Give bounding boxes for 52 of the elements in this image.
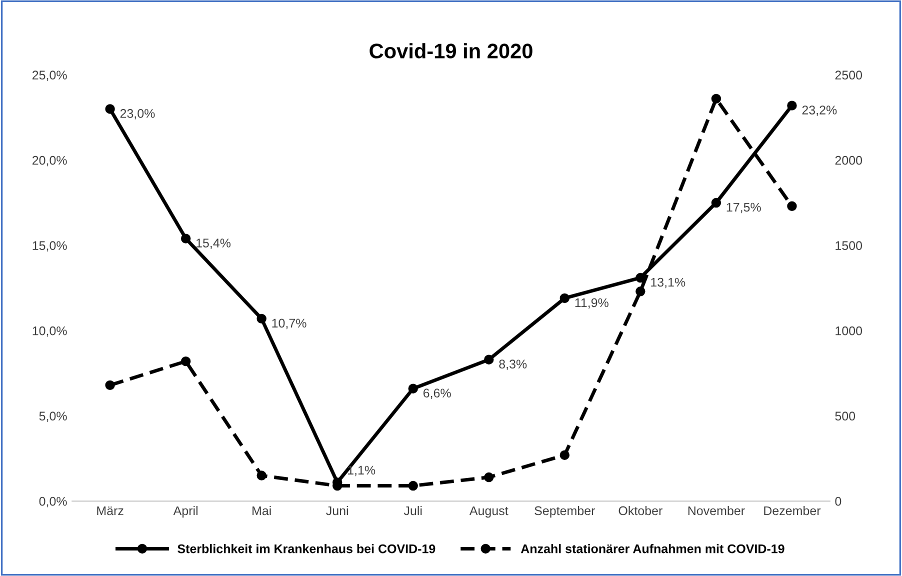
- point: [787, 100, 797, 110]
- x-tick-label: März: [97, 506, 124, 516]
- point: [256, 470, 266, 480]
- y-tick-label: 25,0%: [32, 70, 67, 82]
- point: [408, 480, 418, 491]
- point: [787, 201, 797, 212]
- legend-label: Sterblichkeit im Krankenhaus bei COVID-19: [178, 544, 436, 554]
- point: [484, 472, 494, 482]
- x-tick-label: Oktober: [618, 506, 662, 516]
- point: [711, 198, 722, 208]
- y-tick-label: 5,0%: [39, 412, 67, 422]
- x-tick-label: August: [469, 506, 508, 518]
- point: [560, 450, 570, 460]
- chart-title: Covid-19 in 2020: [370, 43, 532, 58]
- data-label: 15,4%: [196, 238, 231, 249]
- y2-tick-label: 1000: [836, 326, 862, 336]
- y-tick-label: 20,0%: [32, 156, 67, 166]
- data-label: 6,6%: [423, 388, 451, 399]
- point: [256, 314, 266, 324]
- point: [408, 384, 418, 394]
- x-tick-label: Juni: [326, 506, 348, 516]
- y2-tick-label: 500: [835, 412, 856, 421]
- y-tick-label: 15,0%: [32, 241, 67, 252]
- point: [636, 286, 646, 296]
- x-tick-label: Mai: [252, 506, 271, 516]
- y2-tick-label: 2500: [835, 70, 862, 80]
- point: [560, 293, 570, 304]
- data-label: 17,5%: [726, 202, 761, 214]
- point: [180, 356, 191, 366]
- point: [180, 234, 191, 244]
- x-tick-label: April: [173, 506, 198, 518]
- data-label: 8,3%: [499, 360, 527, 370]
- legend-label: Anzahl stationärer Aufnahmen mit COVID-19: [520, 544, 784, 554]
- y2-tick-label: 1500: [836, 241, 862, 250]
- y-tick-label: 0,0%: [39, 496, 67, 508]
- data-label: 11,9%: [575, 298, 608, 309]
- y2-tick-label: 0: [835, 496, 842, 506]
- y-tick-label: 10,0%: [32, 326, 67, 337]
- point: [711, 94, 722, 104]
- x-tick-label: Dezember: [764, 506, 821, 516]
- point: [484, 354, 494, 364]
- y2-tick-label: 2000: [835, 156, 862, 165]
- data-label: 23,2%: [802, 106, 837, 116]
- x-tick-label: November: [688, 506, 745, 516]
- data-label: 13,1%: [651, 278, 686, 288]
- data-label: 10,7%: [272, 318, 306, 330]
- data-label: 1,1%: [348, 466, 376, 476]
- point: [105, 104, 115, 114]
- x-tick-label: September: [534, 506, 596, 518]
- point: [105, 380, 115, 390]
- x-tick-label: Juli: [404, 506, 422, 516]
- data-label: 23,0%: [120, 109, 155, 120]
